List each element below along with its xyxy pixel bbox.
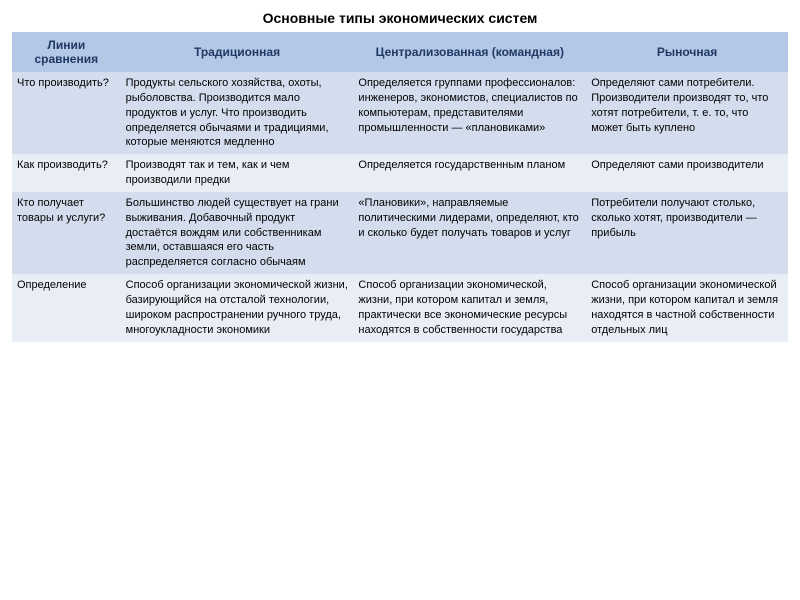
- table-row: Что производить? Продукты сельского хозя…: [12, 72, 788, 154]
- row-label: Определение: [12, 274, 121, 341]
- row-label: Что производить?: [12, 72, 121, 154]
- table-row: Как производить? Производят так и тем, к…: [12, 154, 788, 192]
- row-label: Кто получает товары и услуги?: [12, 192, 121, 274]
- economics-systems-table: Линии сравнения Традиционная Централизов…: [12, 32, 788, 342]
- cell-market: Определяют сами производители: [586, 154, 788, 192]
- cell-market: Способ организации экономической жизни, …: [586, 274, 788, 341]
- table-row: Кто получает товары и услуги? Большинств…: [12, 192, 788, 274]
- cell-centralized: Определяется государственным планом: [353, 154, 586, 192]
- cell-traditional: Производят так и тем, как и чем производ…: [121, 154, 354, 192]
- header-comparison-lines: Линии сравнения: [12, 32, 121, 72]
- cell-centralized: «Плановики», направляемые политическими …: [353, 192, 586, 274]
- cell-traditional: Продукты сельского хозяйства, охоты, рыб…: [121, 72, 354, 154]
- cell-market: Потребители получают столько, сколько хо…: [586, 192, 788, 274]
- header-market: Рыночная: [586, 32, 788, 72]
- header-row: Линии сравнения Традиционная Централизов…: [12, 32, 788, 72]
- cell-traditional: Способ организации экономической жизни, …: [121, 274, 354, 341]
- table-title: Основные типы экономических систем: [12, 10, 788, 26]
- table-row: Определение Способ организации экономиче…: [12, 274, 788, 341]
- cell-traditional: Большинство людей существует на грани вы…: [121, 192, 354, 274]
- cell-market: Определяют сами потребители. Производите…: [586, 72, 788, 154]
- cell-centralized: Способ организации экономической, жизни,…: [353, 274, 586, 341]
- cell-centralized: Определяется группами профессионалов: ин…: [353, 72, 586, 154]
- header-centralized: Централизованная (командная): [353, 32, 586, 72]
- header-traditional: Традиционная: [121, 32, 354, 72]
- row-label: Как производить?: [12, 154, 121, 192]
